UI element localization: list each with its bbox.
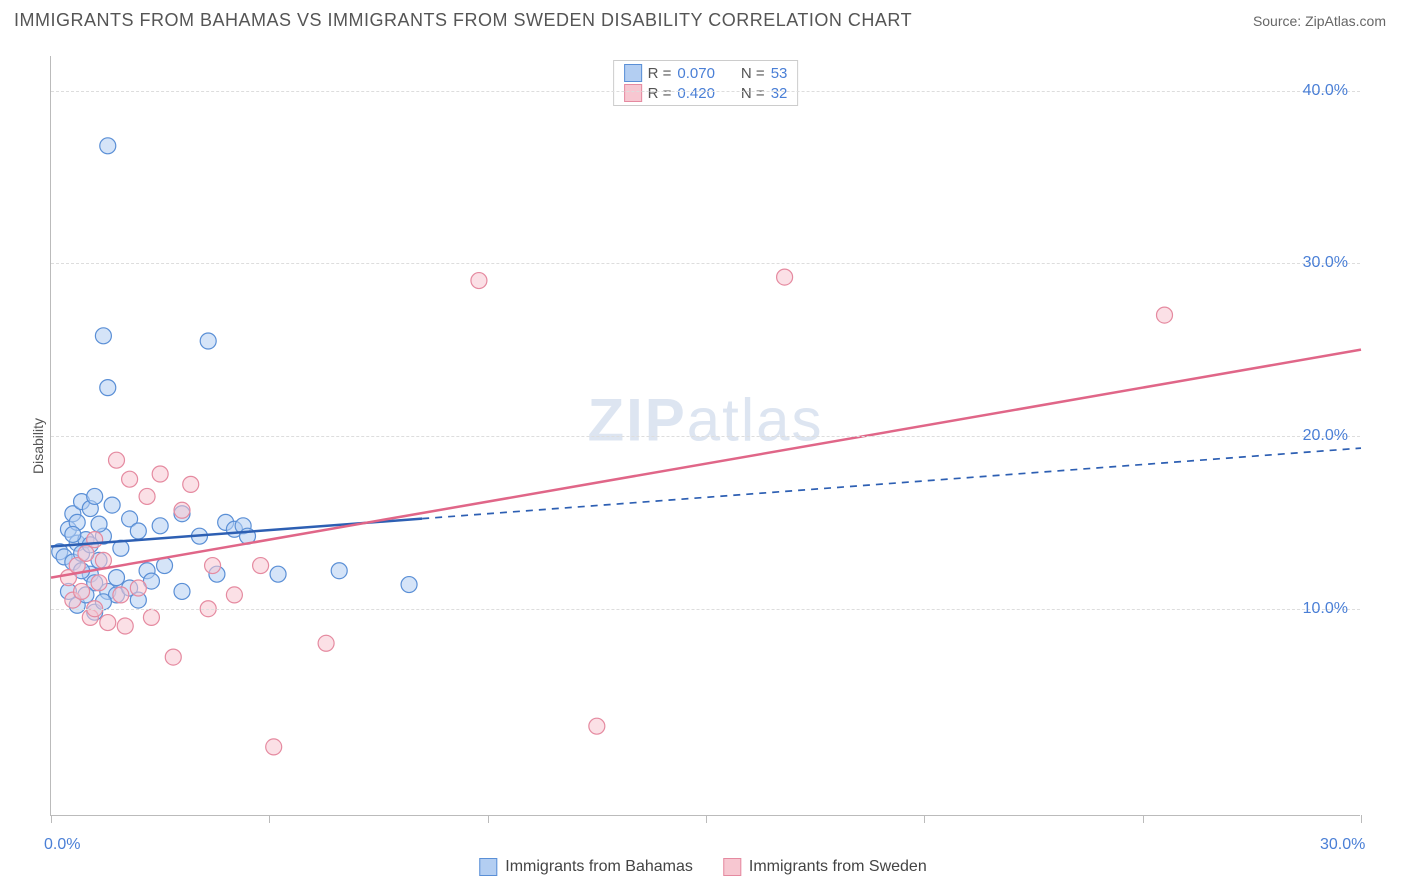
x-tick: [924, 815, 925, 823]
legend-swatch: [624, 64, 642, 82]
gridline: [51, 263, 1360, 264]
data-point: [143, 609, 159, 625]
y-axis-label: Disability: [30, 418, 46, 474]
data-point: [78, 545, 94, 561]
data-point: [174, 583, 190, 599]
legend-stats-row: R =0.420N =32: [624, 83, 788, 103]
data-point: [87, 488, 103, 504]
data-point: [401, 577, 417, 593]
x-tick: [488, 815, 489, 823]
data-point: [95, 552, 111, 568]
data-point: [174, 502, 190, 518]
data-point: [270, 566, 286, 582]
x-tick: [1143, 815, 1144, 823]
data-point: [130, 523, 146, 539]
data-point: [91, 575, 107, 591]
data-point: [471, 273, 487, 289]
y-tick-label: 20.0%: [1303, 427, 1348, 445]
legend-series-item: Immigrants from Bahamas: [479, 858, 693, 876]
data-point: [109, 570, 125, 586]
legend-swatch: [624, 84, 642, 102]
data-point: [152, 518, 168, 534]
data-point: [65, 526, 81, 542]
x-tick: [51, 815, 52, 823]
x-tick: [1361, 815, 1362, 823]
data-point: [139, 488, 155, 504]
data-point: [100, 380, 116, 396]
data-point: [117, 618, 133, 634]
x-tick-label: 0.0%: [44, 836, 80, 854]
legend-stats: R =0.070N =53R =0.420N =32: [613, 60, 799, 106]
data-point: [87, 532, 103, 548]
data-point: [253, 558, 269, 574]
gridline: [51, 91, 1360, 92]
data-point: [318, 635, 334, 651]
data-point: [109, 452, 125, 468]
legend-series-item: Immigrants from Sweden: [723, 858, 927, 876]
x-tick: [269, 815, 270, 823]
data-point: [777, 269, 793, 285]
data-point: [226, 587, 242, 603]
data-point: [200, 333, 216, 349]
data-point: [165, 649, 181, 665]
legend-swatch: [479, 858, 497, 876]
data-point: [122, 471, 138, 487]
trend-line-dashed: [422, 448, 1361, 519]
data-point: [100, 615, 116, 631]
data-point: [91, 516, 107, 532]
y-tick-label: 40.0%: [1303, 82, 1348, 100]
legend-stats-row: R =0.070N =53: [624, 63, 788, 83]
data-point: [113, 587, 129, 603]
data-point: [266, 739, 282, 755]
gridline: [51, 609, 1360, 610]
data-point: [100, 138, 116, 154]
data-point: [152, 466, 168, 482]
data-point: [331, 563, 347, 579]
y-tick-label: 10.0%: [1303, 600, 1348, 618]
data-point: [589, 718, 605, 734]
data-point: [130, 580, 146, 596]
source-label: Source: ZipAtlas.com: [1253, 13, 1386, 29]
data-point: [95, 328, 111, 344]
x-tick: [706, 815, 707, 823]
data-point: [1157, 307, 1173, 323]
data-point: [104, 497, 120, 513]
data-point: [183, 476, 199, 492]
data-point: [74, 583, 90, 599]
data-point: [205, 558, 221, 574]
gridline: [51, 436, 1360, 437]
chart-title: IMMIGRANTS FROM BAHAMAS VS IMMIGRANTS FR…: [14, 10, 912, 31]
x-tick-label: 30.0%: [1320, 836, 1365, 854]
legend-series: Immigrants from Bahamas Immigrants from S…: [479, 858, 926, 876]
y-tick-label: 30.0%: [1303, 254, 1348, 272]
legend-swatch: [723, 858, 741, 876]
chart-plot-area: ZIPatlas R =0.070N =53R =0.420N =32 10.0…: [50, 56, 1360, 816]
